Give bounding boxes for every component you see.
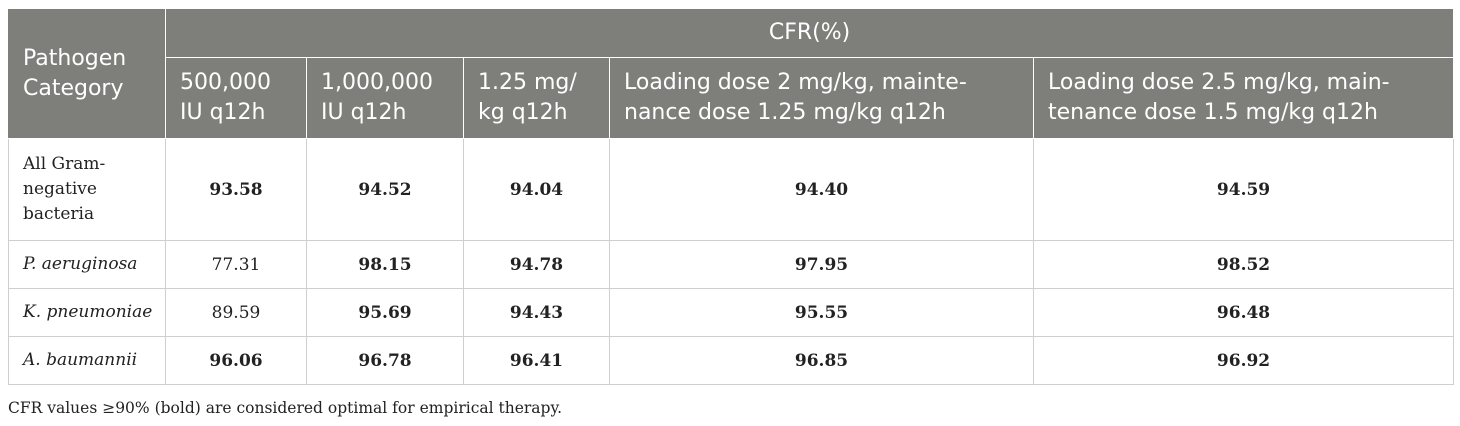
cfr-table-container: Pathogen Category CFR(%) 500,000 IU q12h… bbox=[8, 8, 1455, 385]
header-col-3: 1.25 mg/ kg q12h bbox=[463, 57, 610, 139]
cfr-value-cell: 95.55 bbox=[609, 288, 1034, 337]
pathogen-cell: K. pneumoniae bbox=[8, 288, 166, 337]
table-footnote: CFR values ≥90% (bold) are considered op… bbox=[8, 399, 563, 417]
header-col-2: 1,000,000 IU q12h bbox=[306, 57, 464, 139]
cfr-table: Pathogen Category CFR(%) 500,000 IU q12h… bbox=[8, 8, 1455, 385]
pathogen-cell: All Gram- negative bacteria bbox=[8, 138, 166, 241]
header-cfr-group: CFR(%) bbox=[164, 8, 1455, 58]
cfr-value-cell: 98.15 bbox=[306, 240, 464, 289]
cfr-value-cell: 96.41 bbox=[463, 336, 610, 385]
cfr-value-cell: 94.04 bbox=[463, 138, 610, 241]
cfr-value-cell: 93.58 bbox=[165, 138, 307, 241]
table-row: A. baumannii 96.06 96.78 96.41 96.85 96.92 bbox=[8, 336, 1455, 385]
pathogen-cell: A. baumannii bbox=[8, 336, 166, 385]
table-row: All Gram- negative bacteria 93.58 94.52 94.… bbox=[8, 138, 1455, 241]
cfr-value-cell: 96.06 bbox=[165, 336, 307, 385]
table-row: P. aeruginosa 77.31 98.15 94.78 97.95 98.52 bbox=[8, 240, 1455, 289]
cfr-value-cell: 94.40 bbox=[609, 138, 1034, 241]
pathogen-cell: P. aeruginosa bbox=[8, 240, 166, 289]
cfr-value-cell: 94.43 bbox=[463, 288, 610, 337]
cfr-value-cell: 77.31 bbox=[165, 240, 307, 289]
cfr-value-cell: 94.59 bbox=[1032, 138, 1455, 241]
cfr-value-cell: 96.85 bbox=[609, 336, 1034, 385]
header-col-1: 500,000 IU q12h bbox=[165, 57, 307, 139]
cfr-value-cell: 95.69 bbox=[306, 288, 464, 337]
header-pathogen-category: Pathogen Category bbox=[8, 8, 166, 139]
table-row: K. pneumoniae 89.59 95.69 94.43 95.55 96.48 bbox=[8, 288, 1455, 337]
cfr-value-cell: 94.52 bbox=[306, 138, 464, 241]
cfr-value-cell: 94.78 bbox=[463, 240, 610, 289]
cfr-value-cell: 97.95 bbox=[609, 240, 1034, 289]
cfr-value-cell: 89.59 bbox=[165, 288, 307, 337]
header-col-4: Loading dose 2 mg/kg, mainte- nance dose… bbox=[609, 57, 1034, 139]
cfr-value-cell: 96.92 bbox=[1032, 336, 1455, 385]
cfr-value-cell: 98.52 bbox=[1032, 240, 1455, 289]
cfr-value-cell: 96.48 bbox=[1032, 288, 1455, 337]
cfr-value-cell: 96.78 bbox=[306, 336, 464, 385]
header-col-5: Loading dose 2.5 mg/kg, main- tenance do… bbox=[1032, 57, 1455, 139]
